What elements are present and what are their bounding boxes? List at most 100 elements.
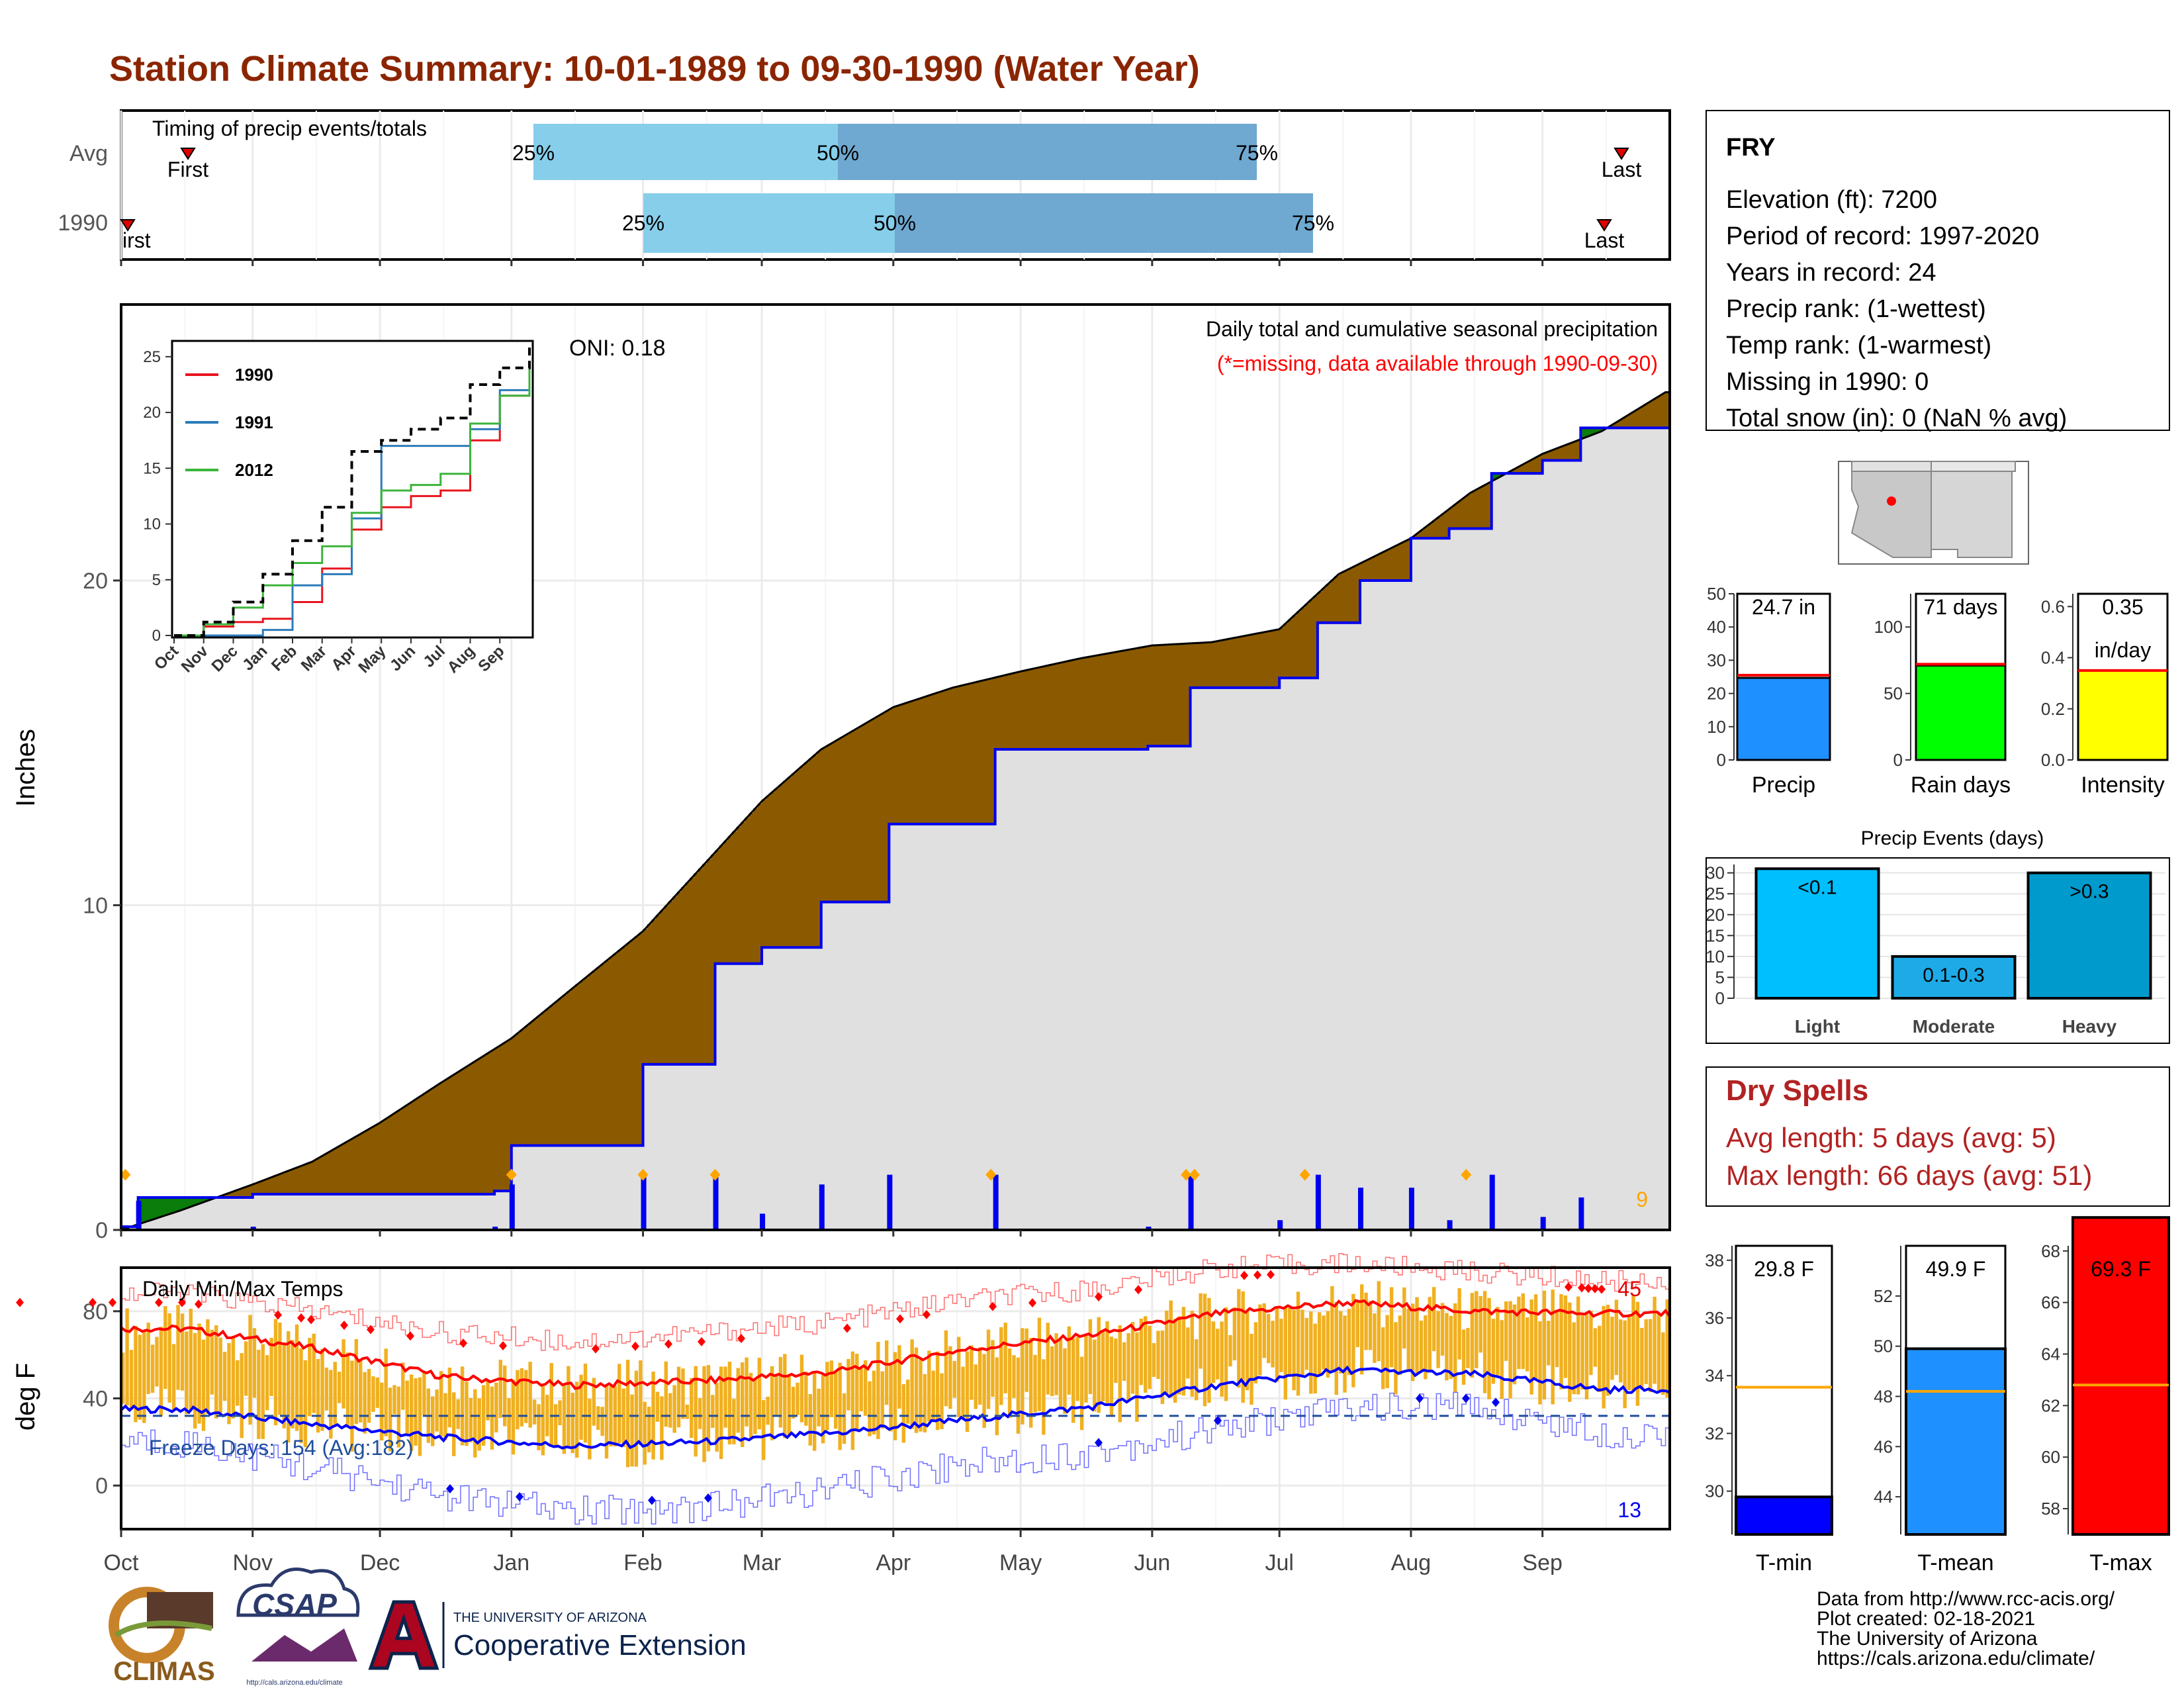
precip-base-fill xyxy=(1360,580,1365,1230)
precip-base-fill xyxy=(613,1145,618,1230)
daily-temp-bar xyxy=(324,1368,329,1411)
daily-temp-bar xyxy=(1635,1301,1640,1406)
record-max-marker xyxy=(1095,1292,1103,1302)
events-ytick-label: 5 xyxy=(1715,967,1725,987)
precip-deficit-fill xyxy=(723,841,729,964)
precip-deficit-fill xyxy=(460,1069,465,1195)
precip-deficit-fill xyxy=(727,836,733,964)
precip-deficit-fill xyxy=(236,1190,241,1197)
daily-temp-bar xyxy=(868,1381,872,1436)
precip-deficit-fill xyxy=(265,1178,270,1195)
precip-base-fill xyxy=(1635,428,1641,1230)
precip-deficit-fill xyxy=(639,933,644,1146)
daily-temp-bar xyxy=(778,1356,783,1428)
precip-base-fill xyxy=(1410,538,1416,1230)
daily-temp-bar xyxy=(884,1340,889,1405)
map-newmexico-shape xyxy=(1931,471,2013,558)
timing-avg-first-label: First xyxy=(167,158,208,181)
daily-temp-bar xyxy=(337,1372,341,1403)
daily-precip-bar xyxy=(713,1174,719,1230)
precip-base-fill xyxy=(1245,687,1250,1230)
daily-temp-bar xyxy=(1440,1303,1445,1356)
precip-base-fill xyxy=(702,1064,707,1230)
daily-temp-bar xyxy=(1190,1311,1194,1397)
daily-temp-bar xyxy=(1517,1296,1521,1370)
record-max-marker xyxy=(89,1297,97,1307)
precip-base-fill xyxy=(723,963,729,1230)
precip-base-fill xyxy=(443,1194,449,1230)
precip-deficit-fill xyxy=(409,1102,414,1195)
precip-base-fill xyxy=(991,823,996,1230)
precip-base-fill xyxy=(783,947,788,1230)
timing-row-1990: 1990 xyxy=(58,211,108,236)
precip-base-fill xyxy=(1457,528,1463,1230)
daily-temp-bar xyxy=(520,1368,524,1427)
precip-deficit-fill xyxy=(808,759,813,948)
temp-bar-name: T-mean xyxy=(1917,1550,1993,1575)
daily-temp-bar xyxy=(1381,1327,1385,1389)
daily-precip-bar xyxy=(760,1213,766,1230)
daily-precip-bar xyxy=(1489,1174,1495,1230)
precip-deficit-fill xyxy=(1250,634,1255,688)
daily-temp-bar xyxy=(1576,1296,1580,1395)
daily-temp-bar xyxy=(486,1380,490,1421)
daily-temp-bar xyxy=(711,1395,715,1428)
precip-surplus-fill xyxy=(1593,428,1598,434)
precip-surplus-fill xyxy=(171,1197,177,1213)
temp-bar-ytick-label: 38 xyxy=(1705,1250,1724,1270)
daily-temp-bar xyxy=(553,1404,558,1448)
precip-base-fill xyxy=(617,1145,623,1230)
daily-temp-bar xyxy=(812,1372,817,1451)
precip-deficit-fill xyxy=(651,919,657,1064)
precip-base-fill xyxy=(210,1199,215,1230)
precip-base-fill xyxy=(719,963,724,1230)
daily-temp-bar xyxy=(1631,1295,1635,1392)
precip-base-fill xyxy=(278,1194,283,1230)
events-ytick-label: 20 xyxy=(1706,905,1725,925)
precip-deficit-fill xyxy=(1644,404,1649,428)
daily-temp-bar xyxy=(1203,1293,1207,1407)
daily-temp-bar xyxy=(676,1366,681,1428)
daily-temp-bar xyxy=(1211,1321,1216,1383)
record-max-marker xyxy=(1598,1284,1606,1294)
precip-surplus-fill xyxy=(1491,473,1496,481)
daily-temp-bar xyxy=(579,1374,583,1440)
precip-deficit-fill xyxy=(1237,637,1242,688)
precip-deficit-fill xyxy=(1016,672,1021,750)
record-max-marker xyxy=(499,1340,507,1350)
daily-precip-bar xyxy=(1408,1188,1414,1230)
precip-base-fill xyxy=(553,1145,559,1230)
precip-deficit-fill xyxy=(532,1019,537,1146)
daily-temp-bar xyxy=(1003,1323,1007,1393)
precip-base-fill xyxy=(291,1194,296,1230)
daily-precip-bar xyxy=(1358,1188,1363,1230)
daily-temp-bar xyxy=(1177,1316,1181,1395)
record-max-marker xyxy=(340,1320,348,1330)
daily-temp-bar xyxy=(574,1382,579,1458)
temp-bar-ytick-label: 44 xyxy=(1874,1487,1893,1507)
precip-deficit-fill xyxy=(948,688,954,824)
precip-base-fill xyxy=(880,902,886,1230)
daily-temp-bar xyxy=(125,1308,129,1406)
ua-small-text: THE UNIVERSITY OF ARIZONA xyxy=(453,1611,647,1625)
timing-1990-75: 75% xyxy=(1292,211,1334,235)
daily-temp-bar xyxy=(1165,1310,1169,1395)
precip-base-fill xyxy=(1046,749,1051,1230)
daily-temp-bar xyxy=(1623,1320,1627,1409)
precip-deficit-fill xyxy=(889,708,894,824)
precip-deficit-fill xyxy=(741,822,746,964)
daily-temp-bar xyxy=(698,1398,702,1429)
daily-temp-bar xyxy=(1322,1315,1326,1370)
precip-base-fill xyxy=(1606,428,1611,1230)
precip-deficit-fill xyxy=(1253,633,1259,688)
daily-temp-bar xyxy=(1292,1309,1296,1391)
precip-deficit-fill xyxy=(690,878,695,1064)
precip-deficit-fill xyxy=(986,679,991,824)
precip-base-fill xyxy=(447,1194,453,1230)
daily-temp-bar xyxy=(1572,1322,1576,1395)
month-label-jun: Jun xyxy=(1134,1550,1170,1575)
precip-base-fill xyxy=(350,1194,355,1230)
precip-base-fill xyxy=(1385,580,1390,1230)
daily-temp-bar xyxy=(1241,1291,1245,1403)
precip-base-fill xyxy=(1589,435,1594,1231)
